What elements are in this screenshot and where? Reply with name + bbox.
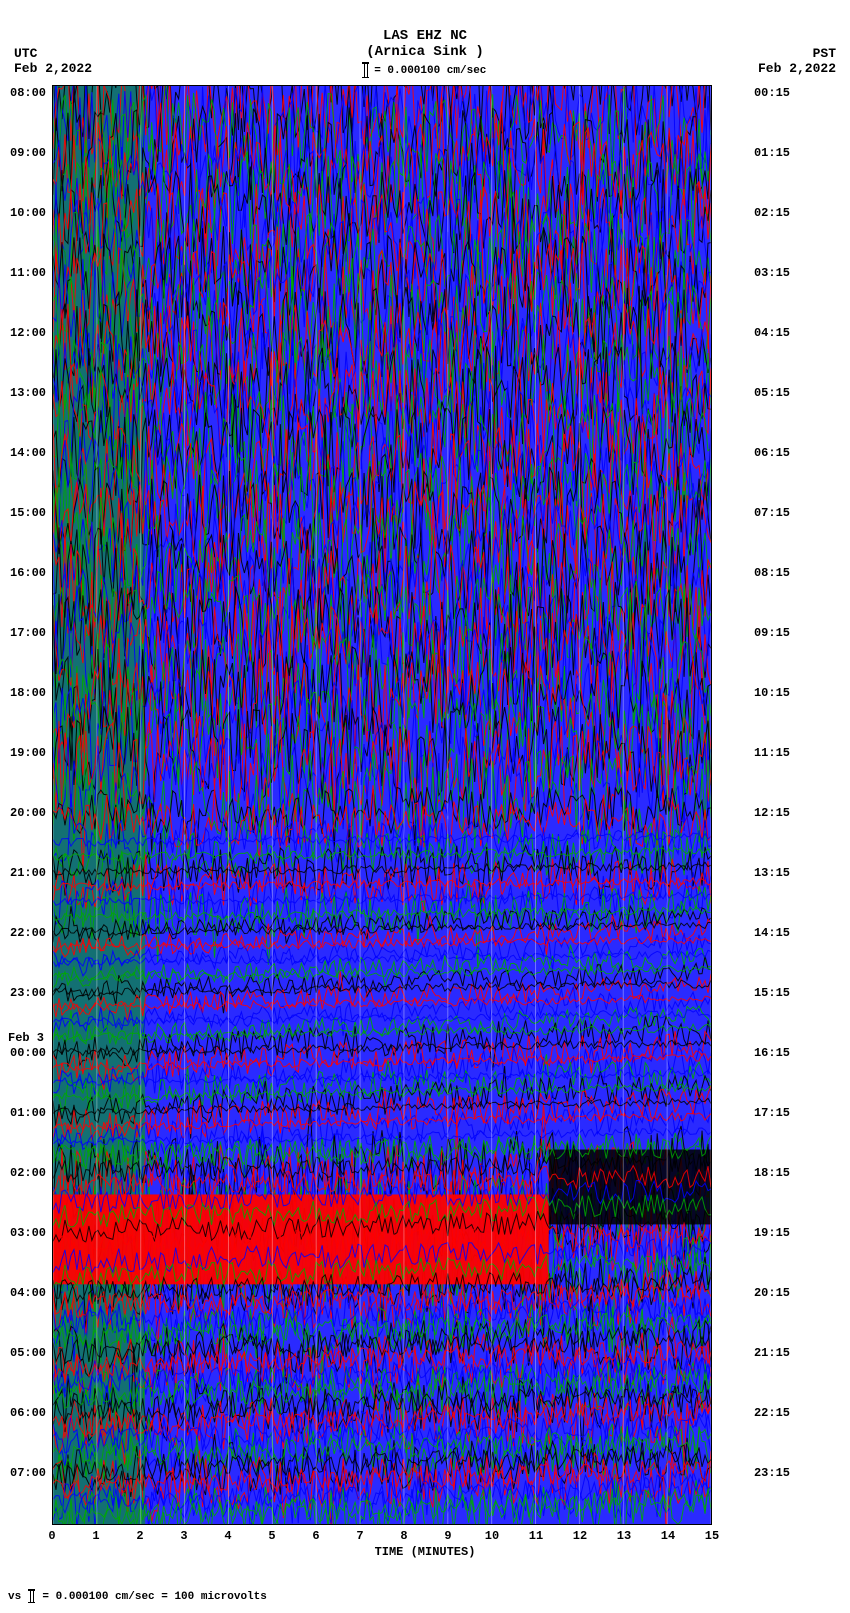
axis-tick: 15:00	[10, 506, 46, 520]
scale-indicator-top: = 0.000100 cm/sec	[0, 62, 850, 78]
axis-tick: 05:00	[10, 1346, 46, 1360]
axis-tick: 07:00	[10, 1466, 46, 1480]
scale-indicator-bottom: vs = 0.000100 cm/sec = 100 microvolts	[8, 1589, 267, 1603]
axis-tick: 12:15	[754, 806, 790, 820]
axis-tick: 03:15	[754, 266, 790, 280]
axis-tick: 14:15	[754, 926, 790, 940]
axis-tick: 21:00	[10, 866, 46, 880]
axis-tick: 15	[705, 1529, 719, 1543]
axis-tick: 4	[224, 1529, 231, 1543]
axis-tick: 5	[268, 1529, 275, 1543]
axis-tick: 2	[136, 1529, 143, 1543]
axis-tick: 11	[529, 1529, 543, 1543]
axis-tick: 02:00	[10, 1166, 46, 1180]
axis-tick: 15:15	[754, 986, 790, 1000]
axis-tick: 11:00	[10, 266, 46, 280]
axis-tick: 7	[356, 1529, 363, 1543]
station-subtitle: (Arnica Sink )	[0, 44, 850, 60]
axis-tick: 17:15	[754, 1106, 790, 1120]
station-title: LAS EHZ NC	[0, 28, 850, 44]
axis-tick: 01:00	[10, 1106, 46, 1120]
axis-tick: 00:00	[10, 1046, 46, 1060]
axis-tick: 21:15	[754, 1346, 790, 1360]
scale-value-top: = 0.000100 cm/sec	[374, 65, 486, 77]
helicorder-svg	[53, 86, 711, 1524]
axis-tick: 13:00	[10, 386, 46, 400]
axis-tick: 14	[661, 1529, 675, 1543]
axis-tick: 08:15	[754, 566, 790, 580]
axis-tick: 3	[180, 1529, 187, 1543]
axis-tick: 18:15	[754, 1166, 790, 1180]
axis-tick: Feb 3	[8, 1031, 44, 1045]
date-left-label: Feb 2,2022	[14, 61, 92, 76]
footer-prefix: vs	[8, 1591, 21, 1603]
axis-tick: 16:00	[10, 566, 46, 580]
axis-tick: 0	[48, 1529, 55, 1543]
axis-tick: 06:00	[10, 1406, 46, 1420]
axis-tick: 14:00	[10, 446, 46, 460]
axis-tick: 22:15	[754, 1406, 790, 1420]
axis-tick: 01:15	[754, 146, 790, 160]
axis-tick: 18:00	[10, 686, 46, 700]
axis-tick: 13:15	[754, 866, 790, 880]
tz-left-label: UTC	[14, 46, 37, 61]
axis-tick: 19:15	[754, 1226, 790, 1240]
axis-tick: 16:15	[754, 1046, 790, 1060]
axis-tick: 09:15	[754, 626, 790, 640]
x-axis-label: TIME (MINUTES)	[0, 1545, 850, 1559]
axis-tick: 08:00	[10, 86, 46, 100]
axis-tick: 20:00	[10, 806, 46, 820]
axis-tick: 10:15	[754, 686, 790, 700]
axis-tick: 1	[92, 1529, 99, 1543]
axis-tick: 07:15	[754, 506, 790, 520]
axis-tick: 13	[617, 1529, 631, 1543]
axis-tick: 17:00	[10, 626, 46, 640]
axis-tick: 12	[573, 1529, 587, 1543]
axis-tick: 00:15	[754, 86, 790, 100]
axis-tick: 6	[312, 1529, 319, 1543]
axis-tick: 05:15	[754, 386, 790, 400]
axis-tick: 04:00	[10, 1286, 46, 1300]
helicorder-plot	[52, 85, 712, 1525]
axis-tick: 19:00	[10, 746, 46, 760]
axis-tick: 9	[444, 1529, 451, 1543]
axis-tick: 10	[485, 1529, 499, 1543]
axis-tick: 12:00	[10, 326, 46, 340]
tz-right-label: PST	[813, 46, 836, 61]
axis-tick: 23:15	[754, 1466, 790, 1480]
axis-tick: 04:15	[754, 326, 790, 340]
date-right-label: Feb 2,2022	[758, 61, 836, 76]
axis-tick: 11:15	[754, 746, 790, 760]
axis-tick: 10:00	[10, 206, 46, 220]
axis-tick: 23:00	[10, 986, 46, 1000]
axis-tick: 20:15	[754, 1286, 790, 1300]
axis-tick: 06:15	[754, 446, 790, 460]
axis-tick: 02:15	[754, 206, 790, 220]
footer-text: = 0.000100 cm/sec = 100 microvolts	[42, 1591, 266, 1603]
axis-tick: 22:00	[10, 926, 46, 940]
axis-tick: 03:00	[10, 1226, 46, 1240]
axis-tick: 09:00	[10, 146, 46, 160]
axis-tick: 8	[400, 1529, 407, 1543]
